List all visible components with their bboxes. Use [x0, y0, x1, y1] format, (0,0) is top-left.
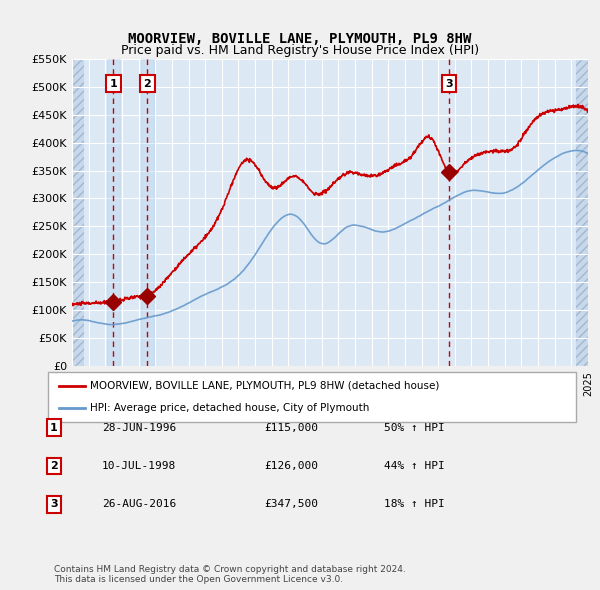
Bar	[72, 59, 83, 366]
Text: 2: 2	[143, 78, 151, 88]
Bar	[141, 59, 154, 366]
Text: Contains HM Land Registry data © Crown copyright and database right 2024.
This d: Contains HM Land Registry data © Crown c…	[54, 565, 406, 584]
Text: Price paid vs. HM Land Registry's House Price Index (HPI): Price paid vs. HM Land Registry's House …	[121, 44, 479, 57]
Text: £347,500: £347,500	[264, 500, 318, 509]
Text: £126,000: £126,000	[264, 461, 318, 471]
Bar	[107, 59, 120, 366]
Text: MOORVIEW, BOVILLE LANE, PLYMOUTH, PL9 8HW: MOORVIEW, BOVILLE LANE, PLYMOUTH, PL9 8H…	[128, 32, 472, 47]
Text: 44% ↑ HPI: 44% ↑ HPI	[384, 461, 445, 471]
Bar	[577, 59, 588, 366]
Text: 28-JUN-1996: 28-JUN-1996	[102, 423, 176, 432]
Text: 3: 3	[445, 78, 453, 88]
Bar	[72, 59, 83, 366]
Text: 50% ↑ HPI: 50% ↑ HPI	[384, 423, 445, 432]
Text: MOORVIEW, BOVILLE LANE, PLYMOUTH, PL9 8HW (detached house): MOORVIEW, BOVILLE LANE, PLYMOUTH, PL9 8H…	[90, 381, 440, 391]
Text: 1: 1	[110, 78, 118, 88]
Text: 10-JUL-1998: 10-JUL-1998	[102, 461, 176, 471]
Text: 3: 3	[50, 500, 58, 509]
FancyBboxPatch shape	[48, 372, 576, 422]
Text: 2: 2	[50, 461, 58, 471]
Bar	[577, 59, 588, 366]
Text: 18% ↑ HPI: 18% ↑ HPI	[384, 500, 445, 509]
Text: £115,000: £115,000	[264, 423, 318, 432]
Text: 26-AUG-2016: 26-AUG-2016	[102, 500, 176, 509]
Text: HPI: Average price, detached house, City of Plymouth: HPI: Average price, detached house, City…	[90, 403, 370, 413]
Text: 1: 1	[50, 423, 58, 432]
